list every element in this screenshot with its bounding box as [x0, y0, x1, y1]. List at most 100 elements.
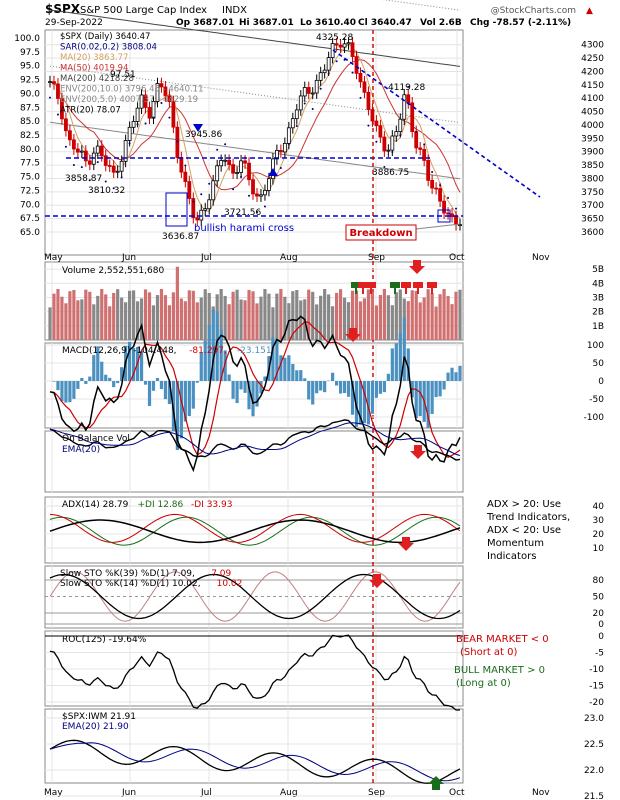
- macd-histogram-bar: [163, 381, 168, 400]
- candle-body: [143, 94, 148, 108]
- adx-right-tick: 10: [593, 544, 605, 554]
- macd-histogram-bar: [203, 340, 207, 381]
- downtrend-line: [332, 49, 541, 198]
- adx-note-line-3: ADX < 20: Use: [487, 525, 561, 536]
- candle-body: [87, 160, 92, 165]
- macd-histogram-bar: [175, 381, 179, 450]
- macd-histogram-bar: [199, 352, 203, 381]
- macd-histogram-bar: [84, 381, 88, 384]
- candle-body: [410, 102, 415, 132]
- macd-histogram-bar: [275, 340, 279, 381]
- candle-body: [255, 193, 259, 197]
- volume-bar: [323, 288, 327, 340]
- volume-signal-arrow: [413, 282, 423, 294]
- price-right-tick-14: 3600: [581, 228, 604, 238]
- volume-bar: [382, 288, 386, 340]
- candle-body: [139, 94, 144, 109]
- roc-right-tick: -20: [589, 698, 604, 708]
- sar-dot: [287, 142, 290, 145]
- volume-bar: [139, 298, 144, 340]
- candle-body: [374, 120, 379, 127]
- macd-histogram-bar: [92, 355, 96, 381]
- candle-body: [426, 160, 431, 181]
- sar-dot: [104, 180, 107, 183]
- ohlc-volume: Vol 2.6B: [420, 18, 462, 28]
- sar-dot: [255, 211, 258, 214]
- sar-dot: [327, 72, 330, 75]
- candle-body: [163, 86, 168, 97]
- volume-bar: [223, 295, 227, 340]
- candle-body: [231, 164, 236, 174]
- volume-bar: [116, 289, 120, 340]
- volume-signal-arrow: [358, 282, 368, 294]
- candle-body: [111, 165, 116, 173]
- macd-signal-arrow: [345, 328, 361, 342]
- candle-body: [290, 118, 295, 129]
- candle-body: [56, 83, 60, 99]
- candle-body: [318, 72, 323, 81]
- blue-down-arrow: [193, 124, 203, 132]
- panel-ratio: [44, 708, 464, 784]
- obv-line: [49, 419, 461, 461]
- candle-body: [354, 56, 359, 74]
- volume-bar: [263, 289, 267, 340]
- macd-histogram-bar: [56, 381, 60, 391]
- sar-dot: [160, 102, 163, 105]
- volume-bar: [271, 307, 275, 340]
- chart-ticker: $SPX: [45, 2, 81, 16]
- ratio-right-tick: 21.5: [584, 792, 604, 800]
- volume-bar: [299, 300, 303, 340]
- candle-body: [286, 127, 291, 144]
- volume-bar: [235, 289, 239, 340]
- macd-histogram-bar: [426, 381, 430, 428]
- volume-bar: [207, 293, 211, 340]
- macd-histogram-bar: [235, 381, 239, 403]
- x-tick-bottom-oct: Oct: [449, 788, 465, 798]
- candle-body: [334, 43, 339, 46]
- price-label: 3945.86: [185, 130, 222, 140]
- volume-bar: [64, 303, 68, 340]
- macd-histogram-bar: [259, 381, 263, 394]
- volume-bar: [406, 301, 410, 340]
- sar-dot: [351, 71, 354, 74]
- obv-signal-arrow: [410, 445, 426, 459]
- volume-bar: [311, 291, 315, 340]
- sar-dot: [49, 96, 51, 99]
- candle-body: [243, 160, 247, 164]
- volume-bar: [72, 289, 76, 340]
- macd-histogram-bar: [195, 381, 199, 383]
- sar-dot: [184, 164, 187, 167]
- sar-dot: [248, 194, 251, 197]
- volume-bar: [295, 290, 299, 340]
- volume-bar: [124, 302, 128, 340]
- macd-histogram-bar: [207, 325, 211, 381]
- volume-right-tick: 2B: [592, 308, 604, 318]
- volume-bar: [243, 300, 247, 340]
- candle-body: [322, 69, 327, 74]
- candle-body: [199, 209, 204, 221]
- sto-legend-item: Slow STO %K(39) %D(1) 7.09,: [60, 569, 195, 579]
- x-tick-top-jul: Jul: [200, 253, 212, 263]
- candle-body: [267, 178, 271, 191]
- candle-body: [60, 98, 64, 120]
- volume-legend: Volume 2,552,551,680: [62, 266, 164, 276]
- volume-bar: [131, 290, 136, 340]
- volume-bar: [76, 300, 80, 340]
- sar-dot: [216, 148, 219, 151]
- volume-bar: [410, 290, 414, 340]
- volume-bar: [203, 289, 207, 340]
- candle-body: [75, 148, 80, 153]
- candle-body: [211, 180, 216, 201]
- candle-body: [418, 147, 423, 150]
- ohlc-high: Hi 3687.01: [239, 18, 294, 28]
- candle-body: [103, 155, 108, 166]
- volume-right-tick: 5B: [592, 265, 604, 275]
- sar-dot: [224, 143, 227, 146]
- adx-note-line-5: Indicators: [487, 551, 536, 562]
- adx-note-line-1: ADX > 20: Use: [487, 499, 561, 510]
- macd-histogram-bar: [139, 351, 144, 381]
- obv-ema-legend: EMA(20): [62, 445, 100, 455]
- volume-bar: [291, 291, 295, 340]
- sar-dot: [383, 166, 386, 169]
